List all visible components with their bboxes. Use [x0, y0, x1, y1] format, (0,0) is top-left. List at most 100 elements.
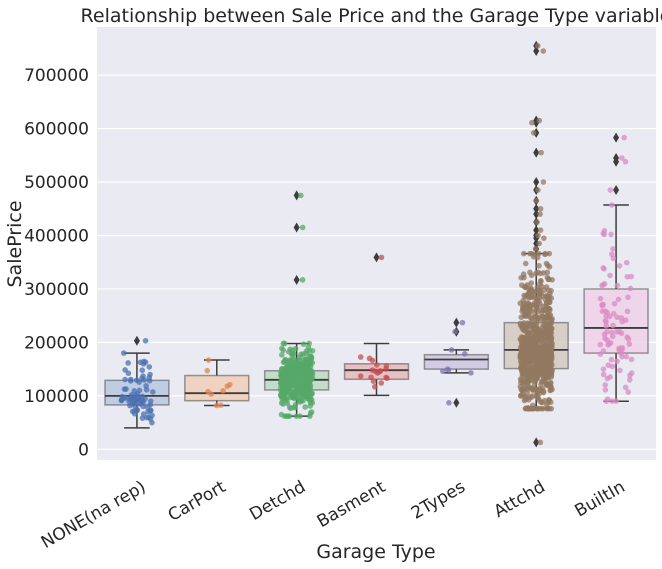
strip-point [540, 179, 547, 185]
strip-point [600, 265, 607, 271]
strip-points-6 [597, 134, 635, 404]
strip-point [532, 368, 539, 375]
strip-point [534, 219, 540, 225]
y-tick-label: 200000 [24, 333, 89, 353]
strip-point [120, 350, 127, 356]
strip-point [279, 352, 285, 358]
strip-point [131, 388, 138, 394]
strip-point [544, 353, 550, 360]
strip-point [526, 373, 532, 380]
strip-point [606, 313, 613, 320]
strip-point [538, 387, 545, 394]
strip-point [614, 282, 621, 289]
box-iqr [184, 374, 250, 402]
strip-point [545, 348, 551, 354]
strip-point [308, 409, 315, 415]
strip-point [627, 285, 634, 292]
strip-point [132, 411, 138, 417]
strip-point [287, 370, 293, 376]
strip-point [296, 394, 302, 401]
strip-point [628, 356, 635, 363]
strip-point [289, 347, 296, 353]
strip-point [520, 381, 526, 388]
strip-point [220, 388, 226, 394]
outlier-marker [533, 203, 540, 214]
strip-point [146, 364, 153, 370]
strip-point [292, 359, 299, 365]
strip-point [144, 404, 151, 410]
strip-point [597, 295, 604, 302]
strip-point [142, 337, 149, 344]
strip-points-0 [118, 337, 156, 426]
strip-point [548, 352, 555, 358]
strip-point [299, 277, 306, 283]
strip-point [608, 231, 614, 238]
strip-point [623, 259, 630, 266]
strip-point [527, 314, 533, 321]
strip-point [542, 251, 548, 258]
strip-point [604, 329, 610, 335]
strip-point [300, 351, 306, 357]
strip-point [617, 367, 623, 374]
strip-point [280, 340, 287, 347]
strip-point [541, 235, 547, 241]
strip-point [540, 48, 547, 54]
strip-point [293, 382, 299, 389]
strip-point [534, 334, 540, 341]
strip-point [149, 412, 155, 419]
strip-point [537, 439, 544, 446]
strip-point [535, 187, 541, 193]
strip-point [549, 276, 555, 283]
strip-point [534, 389, 541, 395]
strip-point [604, 309, 610, 316]
strip-point [599, 308, 606, 315]
strip-point [540, 318, 547, 325]
strip-point [546, 305, 553, 312]
strip-point [123, 386, 129, 392]
strip-point [614, 358, 620, 365]
strip-point [130, 396, 137, 403]
strip-point [543, 314, 550, 321]
strip-point [532, 246, 539, 252]
strip-point [302, 360, 309, 367]
y-tick-label: 0 [78, 440, 89, 460]
strip-point [459, 319, 466, 326]
strip-point [205, 388, 211, 395]
strip-point [540, 307, 547, 314]
strip-point [609, 202, 615, 208]
strip-point [300, 398, 306, 404]
strip-point [521, 397, 528, 404]
strip-point [205, 357, 212, 363]
strip-point [535, 232, 541, 239]
strip-point [146, 377, 153, 384]
strip-point [141, 358, 147, 365]
strip-point [524, 303, 531, 310]
strip-point [549, 315, 555, 322]
outlier-marker [293, 190, 300, 201]
strip-point [286, 388, 292, 394]
x-tick-label: 2Types [408, 477, 469, 524]
strip-point [542, 324, 549, 330]
box-iqr [423, 353, 490, 370]
strip-point [610, 310, 617, 317]
strip-point [536, 240, 543, 247]
strip-point [549, 386, 555, 393]
strip-point [546, 397, 552, 403]
strip-point [543, 381, 550, 388]
strip-point [309, 347, 316, 354]
strip-point [600, 371, 607, 378]
strip-point [150, 389, 156, 395]
strip-point [440, 368, 446, 375]
strip-point [307, 400, 314, 406]
strip-point [290, 395, 297, 401]
outlier-marker [613, 132, 620, 143]
strip-point [621, 134, 627, 141]
strip-point [531, 381, 538, 387]
strip-point [536, 290, 543, 297]
y-tick-labels: 0 100000 200000 300000 400000 500000 600000 700… [24, 66, 89, 460]
strip-point [357, 373, 364, 379]
strip-point [534, 298, 540, 304]
strip-point [622, 317, 629, 324]
strip-point [609, 398, 615, 404]
outlier-marker [453, 397, 460, 408]
